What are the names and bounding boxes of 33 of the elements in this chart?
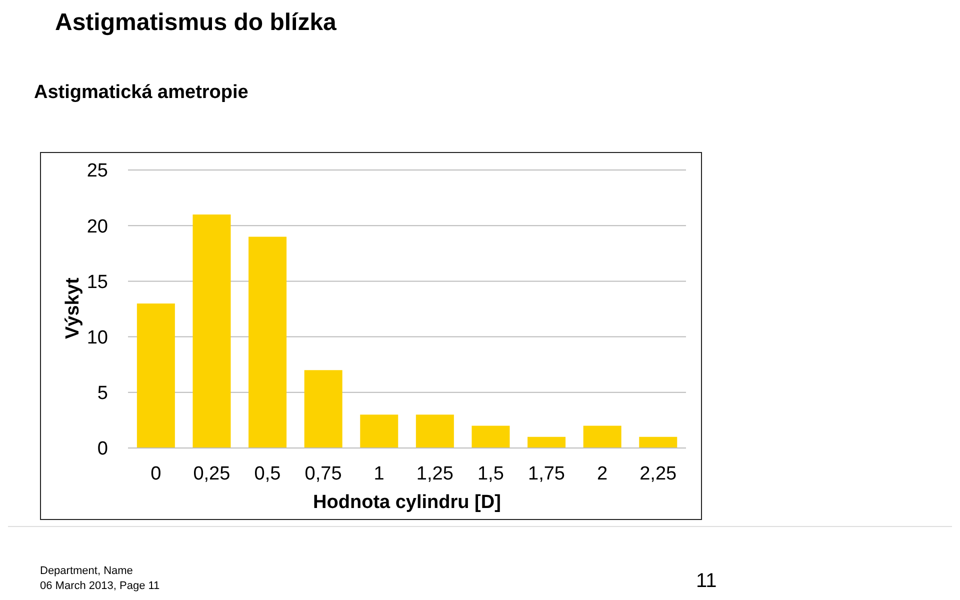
x-axis-title: Hodnota cylindru [D] <box>313 492 501 513</box>
bar <box>360 414 398 448</box>
y-axis-title: Výskyt <box>62 277 84 339</box>
bar <box>528 436 566 448</box>
bar <box>192 214 231 448</box>
x-tick-label: 0,75 <box>304 463 342 484</box>
bar <box>304 370 342 448</box>
text: 06 March 2013, Page 11 <box>40 580 160 592</box>
bar <box>416 414 454 448</box>
text: 11 <box>696 570 717 593</box>
y-tick-label: 10 <box>86 328 108 349</box>
x-tick-label: 1,75 <box>528 463 565 484</box>
x-tick-label: 1,5 <box>477 463 504 484</box>
text: Department, Name <box>40 565 133 577</box>
y-tick-label: 5 <box>97 383 108 404</box>
x-tick-label: 0 <box>150 463 162 484</box>
y-tick-label: 15 <box>86 272 108 293</box>
bar <box>248 236 287 448</box>
bar <box>136 303 175 448</box>
bar <box>472 426 510 448</box>
x-tick-label: 2 <box>597 463 608 484</box>
x-tick-label: 1,25 <box>416 463 454 484</box>
x-tick-label: 0,25 <box>193 463 230 484</box>
chart-subtitle: Astigmatická ametropie <box>34 82 248 104</box>
y-tick-label: 20 <box>86 216 108 238</box>
chart-title: Astigmatismus do blízka <box>55 8 336 38</box>
x-tick-label: 2,25 <box>640 463 677 484</box>
bar <box>639 436 678 448</box>
y-tick-label: 25 <box>86 160 108 182</box>
x-tick-label: 1 <box>374 463 384 484</box>
x-tick-label: 0,5 <box>254 463 281 484</box>
bar <box>583 426 622 448</box>
y-tick-label: 0 <box>97 438 108 460</box>
